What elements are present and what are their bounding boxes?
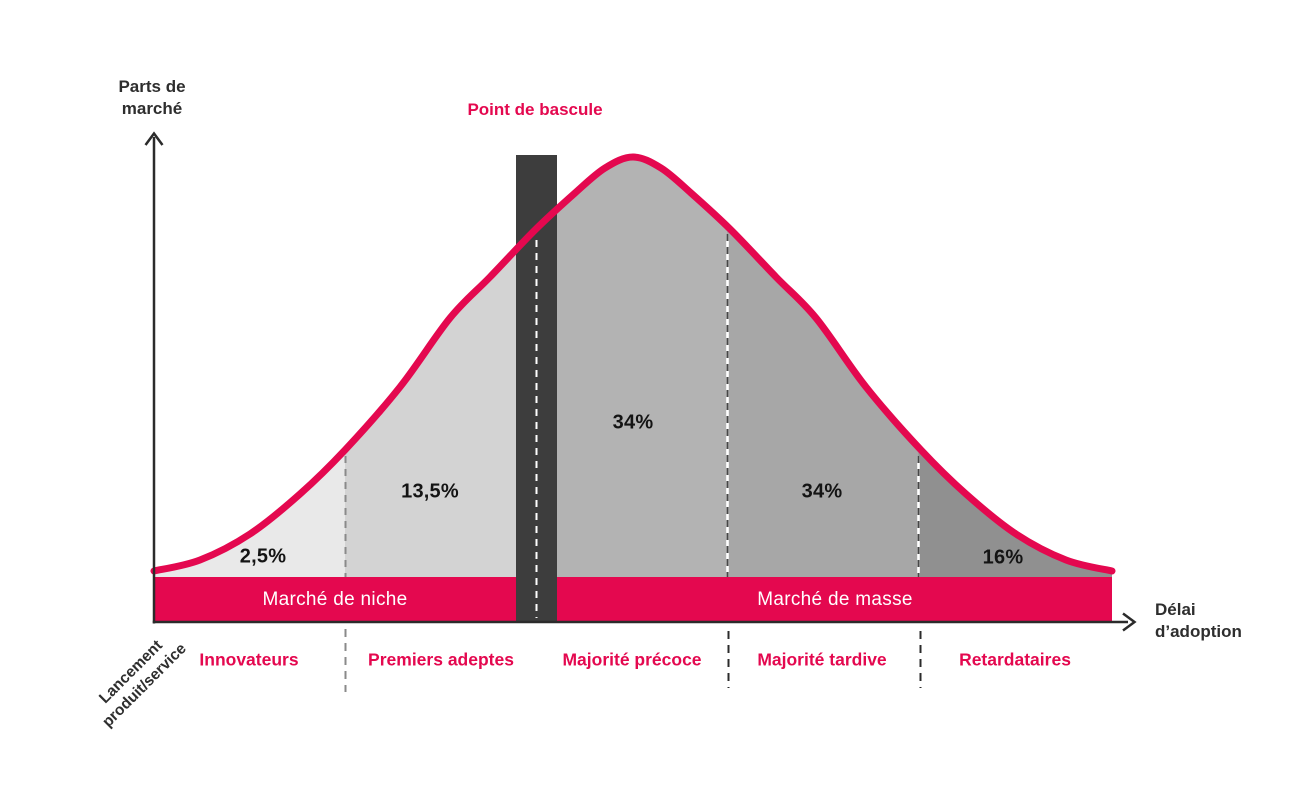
market-band — [154, 577, 1112, 622]
segment-area-majorite-precoce — [536, 157, 727, 622]
x-axis-title-line1: Délai — [1155, 600, 1196, 619]
segment-value-premiers-adeptes: 13,5% — [401, 480, 459, 503]
x-axis-title-line2: d’adoption — [1155, 622, 1242, 642]
segment-areas — [154, 157, 1112, 622]
segment-value-innovateurs: 2,5% — [239, 545, 287, 568]
adoption-curve — [150, 153, 1116, 575]
segment-value-retardataires: 16% — [982, 546, 1024, 569]
segment-area-premiers-adeptes — [345, 228, 537, 622]
axes — [144, 131, 1137, 632]
category-label-premiers-adeptes: Premiers adeptes — [368, 649, 514, 670]
tipping-point-title: Point de bascule — [467, 100, 603, 119]
x-axis-title: Délai d’adoption — [1155, 599, 1242, 643]
category-label-innovateurs: Innovateurs — [199, 649, 299, 670]
niche-market-label: Marché de niche — [262, 589, 408, 610]
category-label-retardataires: Retardataires — [959, 649, 1071, 670]
segment-area-majorite-tardive — [727, 226, 919, 622]
y-axis-title-line2: marché — [121, 99, 183, 119]
segment-value-majorite-precoce: 34% — [612, 411, 654, 434]
x-axis-arrow-icon — [1122, 612, 1137, 632]
y-axis-title: Parts de marché — [118, 76, 185, 120]
category-label-majorite-tardive: Majorité tardive — [757, 649, 887, 670]
category-label-majorite-precoce: Majorité précoce — [562, 649, 702, 670]
segment-value-majorite-tardive: 34% — [801, 480, 843, 503]
mass-market-label: Marché de masse — [757, 589, 913, 610]
y-axis-arrow-icon — [144, 131, 164, 146]
y-axis-title-line1: Parts de — [118, 77, 186, 96]
category-separators — [344, 629, 922, 692]
